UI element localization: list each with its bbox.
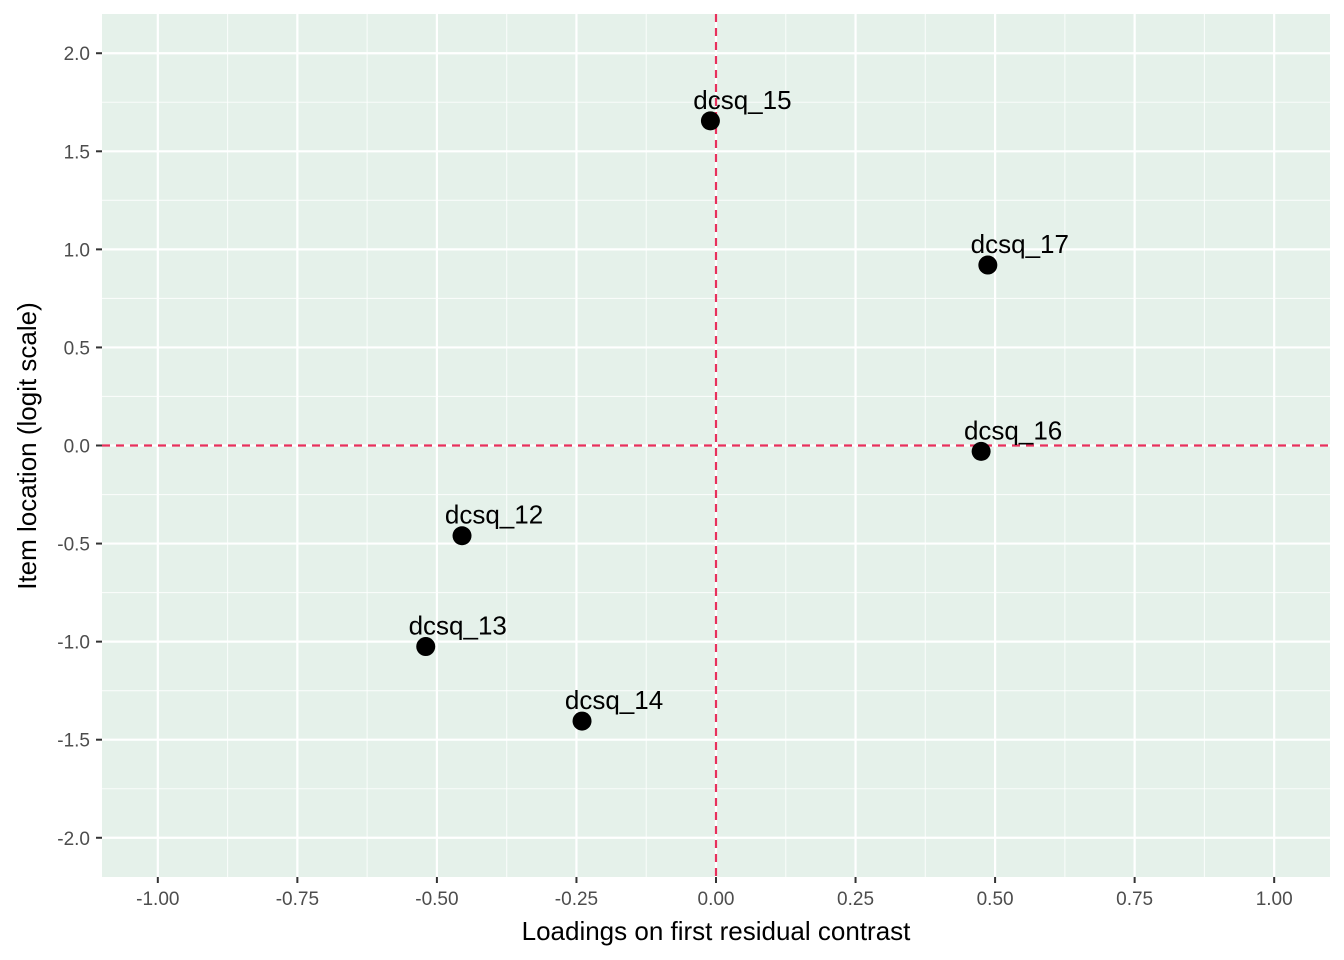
x-tick-label: 1.00	[1256, 889, 1293, 910]
y-tick-label: -1.0	[57, 633, 90, 654]
y-tick-label: -2.0	[57, 829, 90, 850]
y-tick-label: 0.0	[64, 437, 90, 458]
x-tick-label: 0.50	[977, 889, 1014, 910]
data-point	[700, 111, 720, 131]
y-axis: -2.0 -1.5 -1.0 -0.5 0.0 0.5 1.0 1.5 2.0	[57, 44, 102, 850]
point-label: dcsq_17	[971, 229, 1069, 259]
y-tick-label: -1.5	[57, 731, 90, 752]
point-label: dcsq_13	[409, 611, 507, 641]
point-labels: dcsq_12 dcsq_13 dcsq_14 dcsq_15 dcsq_16 dcsq_…	[409, 85, 1069, 715]
major-gridlines	[102, 14, 1330, 877]
x-axis-title: Loadings on first residual contrast	[522, 916, 912, 946]
x-tick-label: -1.00	[136, 889, 179, 910]
y-tick-label: 0.5	[64, 338, 90, 359]
point-label: dcsq_12	[445, 500, 543, 530]
y-tick-label: 1.0	[64, 240, 90, 261]
data-point	[971, 441, 991, 461]
reference-lines	[102, 14, 1330, 877]
x-tick-label: 0.25	[837, 889, 874, 910]
y-tick-label: -0.5	[57, 535, 90, 556]
x-axis: -1.00 -0.75 -0.50 -0.25 0.00 0.25 0.50 0.75 1.00	[136, 877, 1293, 910]
y-tick-label: 1.5	[64, 142, 90, 163]
data-point	[452, 526, 472, 546]
data-point	[416, 637, 436, 657]
data-point	[572, 711, 592, 731]
point-label: dcsq_16	[964, 415, 1062, 445]
point-label: dcsq_14	[565, 685, 663, 715]
y-tick-label: 2.0	[64, 44, 90, 65]
data-points	[416, 111, 998, 731]
y-axis-title: Item location (logit scale)	[12, 302, 42, 590]
x-tick-label: 0.00	[698, 889, 735, 910]
x-tick-label: -0.50	[415, 889, 458, 910]
point-label: dcsq_15	[693, 85, 791, 115]
x-tick-label: 0.75	[1116, 889, 1153, 910]
x-tick-label: -0.75	[276, 889, 319, 910]
data-point	[978, 255, 998, 275]
x-tick-label: -0.25	[555, 889, 598, 910]
